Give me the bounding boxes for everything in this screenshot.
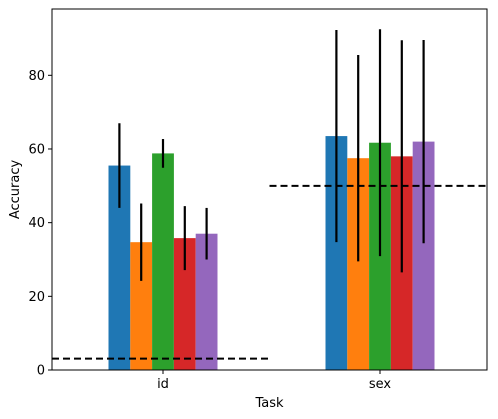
bars-layer — [108, 136, 435, 370]
x-tick-label: sex — [369, 377, 392, 392]
bar-sex-series-5 — [412, 141, 435, 370]
plot-frame — [51, 8, 488, 371]
x-axis-title: Task — [254, 396, 284, 411]
reference-lines-layer — [52, 184, 487, 360]
y-tick-label: 60 — [28, 142, 45, 157]
bar-sex-series-3 — [369, 142, 391, 370]
x-tick-label: id — [157, 377, 169, 392]
x-axis: id sex — [157, 370, 391, 392]
y-axis: 0 20 40 60 80 — [28, 69, 52, 379]
bar-sex-series-1 — [325, 136, 348, 370]
error-bars-layer — [118, 29, 425, 281]
y-tick-label: 20 — [28, 290, 45, 305]
y-axis-title: Accuracy — [8, 160, 23, 220]
bar-id-series-3 — [152, 153, 174, 370]
bar-id-series-4 — [173, 238, 196, 370]
y-tick-label: 80 — [28, 69, 45, 84]
bar-id-series-2 — [130, 242, 153, 370]
y-tick-label: 40 — [28, 216, 45, 231]
bar-sex-series-2 — [347, 158, 370, 370]
y-tick-label: 0 — [37, 364, 45, 379]
bar-id-series-1 — [108, 165, 131, 370]
bar-id-series-5 — [195, 233, 218, 370]
